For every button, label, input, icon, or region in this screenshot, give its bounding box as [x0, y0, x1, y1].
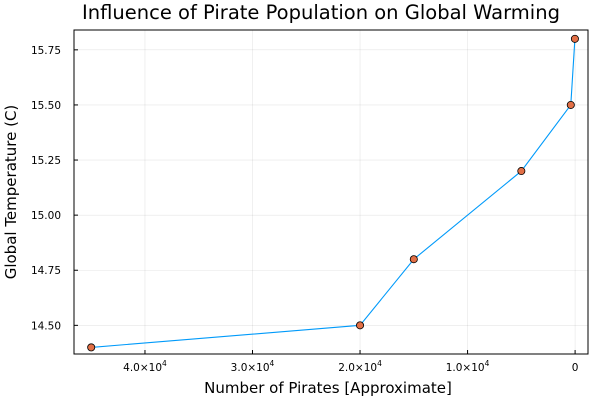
- y-tick-label: 14.75: [31, 265, 61, 277]
- x-tick-label: 2.0×104: [338, 359, 382, 374]
- x-tick-exponent: 4: [485, 359, 490, 368]
- y-axis-label: Global Temperature (C): [2, 105, 20, 280]
- x-tick-exponent: 4: [377, 359, 382, 368]
- y-tick-label: 14.50: [31, 320, 61, 332]
- y-tick-label: 15.00: [31, 210, 61, 222]
- data-point: [517, 167, 526, 176]
- plot-frame: [73, 29, 589, 355]
- chart-title: Influence of Pirate Population on Global…: [82, 1, 560, 24]
- x-tick-label: 4.0×104: [123, 359, 167, 374]
- x-axis: 4.0×104 3.0×104 2.0×104 1.0×104 0: [123, 350, 578, 374]
- data-point: [87, 343, 96, 352]
- y-axis: 14.50 14.75 15.00 15.25 15.50 15.75: [31, 45, 78, 332]
- data-point: [409, 255, 418, 264]
- x-axis-label: Number of Pirates [Approximate]: [204, 379, 452, 397]
- data-point: [356, 321, 365, 330]
- y-tick-label: 15.50: [31, 100, 61, 112]
- data-point: [566, 100, 575, 109]
- x-tick-mantissa: 0: [572, 362, 579, 374]
- grid: [74, 30, 588, 354]
- x-tick-mantissa: 3.0×10: [231, 362, 270, 374]
- data-point: [570, 34, 579, 43]
- series-group: [87, 34, 579, 352]
- x-tick-label: 1.0×104: [446, 359, 490, 374]
- x-tick-mantissa: 2.0×10: [338, 362, 377, 374]
- x-tick-exponent: 4: [162, 359, 167, 368]
- y-tick-label: 15.75: [31, 45, 61, 57]
- series-line: [91, 38, 576, 348]
- x-tick-mantissa: 4.0×10: [123, 362, 162, 374]
- x-tick-label: 3.0×104: [231, 359, 275, 374]
- x-tick-mantissa: 1.0×10: [446, 362, 485, 374]
- x-tick-exponent: 4: [270, 359, 275, 368]
- x-tick-label: 0: [572, 362, 579, 374]
- y-tick-label: 15.25: [31, 155, 61, 167]
